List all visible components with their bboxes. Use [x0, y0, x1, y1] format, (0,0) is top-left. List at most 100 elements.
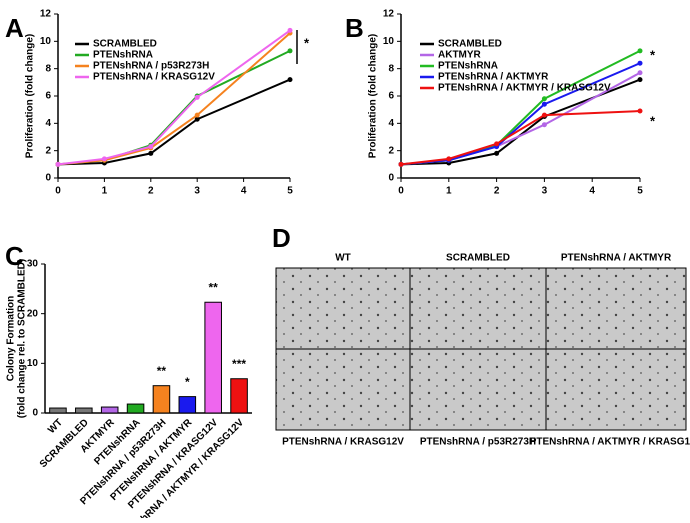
point [148, 150, 154, 156]
point [494, 150, 500, 156]
bar [152, 385, 171, 414]
significance: ** [209, 280, 219, 294]
legend-label: AKTMYR [438, 50, 482, 61]
y-tick-label: 4 [388, 118, 394, 129]
bar [100, 406, 119, 414]
annotation: * [304, 35, 310, 50]
x-tick-label: 4 [241, 186, 247, 197]
y-tick-label: 6 [45, 91, 51, 102]
point [287, 27, 293, 33]
y-axis-label: (fold change rel. to SCRAMBLED) [17, 259, 28, 418]
legend-label: PTENshRNA / AKTMYR / KRASG12V [438, 83, 611, 94]
y-tick-label: 4 [45, 118, 51, 129]
bar [75, 407, 93, 414]
point [541, 122, 547, 128]
y-tick-label: 10 [27, 358, 39, 369]
panel-label: B [345, 13, 364, 43]
x-tick-label: 4 [589, 186, 595, 197]
y-axis-label: Colony Formation [6, 296, 17, 382]
bar [178, 396, 197, 414]
point [494, 141, 500, 147]
y-tick-label: 2 [45, 145, 51, 156]
micrographs [275, 267, 687, 431]
y-tick-label: 10 [383, 36, 395, 47]
caption: PTENshRNA / AKTMYR [561, 253, 672, 264]
caption: PTENshRNA / p53R273H [420, 437, 536, 448]
significance: *** [232, 357, 246, 371]
y-tick-label: 8 [45, 63, 51, 74]
legend-label: PTENshRNA / p53R273H [93, 61, 209, 72]
panel-label: C [5, 241, 24, 271]
legend-label: PTENshRNA [93, 50, 153, 61]
y-tick-label: 10 [40, 36, 52, 47]
point [637, 70, 643, 76]
y-tick-label: 8 [388, 63, 394, 74]
panel-label: D [272, 223, 291, 253]
x-tick-label: 0 [398, 186, 404, 197]
y-axis-label: Proliferation (fold change) [25, 34, 36, 158]
y-tick-label: 20 [27, 308, 39, 319]
point [194, 112, 200, 118]
legend-label: PTENshRNA [438, 61, 498, 72]
caption: PTENshRNA / KRASG12V [282, 437, 404, 448]
legend-label: SCRAMBLED [438, 39, 502, 50]
point [637, 77, 643, 83]
micrograph [275, 267, 411, 350]
legend-label: PTENshRNA / AKTMYR [438, 72, 549, 83]
point [55, 161, 61, 167]
x-tick-label: 5 [637, 186, 643, 197]
point [148, 144, 154, 150]
legend-label: SCRAMBLED [93, 39, 157, 50]
caption: PTENshRNA / AKTMYR / KRASG12V [530, 437, 690, 448]
bar [204, 301, 222, 414]
micrograph [545, 267, 687, 350]
caption: WT [335, 253, 351, 264]
point [446, 156, 452, 162]
panel-label: A [5, 13, 24, 43]
point [637, 48, 643, 54]
micrograph [275, 348, 411, 431]
y-tick-label: 12 [383, 9, 395, 20]
y-tick-label: 0 [32, 408, 38, 419]
x-tick-label: WT [46, 417, 65, 436]
point [398, 161, 404, 167]
x-tick-label: 1 [446, 186, 452, 197]
x-tick-label: 1 [102, 186, 108, 197]
y-tick-label: 2 [388, 145, 394, 156]
annotation: * [650, 47, 656, 62]
point [637, 108, 643, 114]
micrograph [409, 267, 547, 350]
y-tick-label: 0 [388, 173, 394, 184]
bar [126, 403, 145, 414]
series-line [400, 50, 641, 166]
point [194, 94, 200, 100]
caption: SCRAMBLED [446, 253, 510, 264]
x-tick-label: 3 [542, 186, 548, 197]
series-line [400, 110, 641, 166]
significance: * [185, 375, 190, 389]
point [101, 156, 107, 162]
significance: ** [157, 364, 167, 378]
point [194, 116, 200, 122]
bar [49, 407, 67, 414]
y-tick-label: 12 [40, 9, 52, 20]
bar [230, 378, 248, 414]
point [541, 112, 547, 118]
point [637, 60, 643, 66]
micrograph [409, 348, 547, 431]
point [287, 48, 293, 54]
x-tick-label: 3 [194, 186, 200, 197]
y-axis-label: Proliferation (fold change) [368, 34, 379, 158]
x-tick-label: 0 [55, 186, 61, 197]
annotation: * [650, 113, 656, 128]
y-tick-label: 30 [27, 259, 39, 270]
point [287, 77, 293, 83]
legend-label: PTENshRNA / KRASG12V [93, 72, 215, 83]
y-tick-label: 0 [45, 173, 51, 184]
micrograph [545, 348, 687, 431]
point [541, 101, 547, 107]
x-tick-label: 2 [148, 186, 154, 197]
x-tick-label: 2 [494, 186, 500, 197]
x-tick-label: 5 [287, 186, 293, 197]
